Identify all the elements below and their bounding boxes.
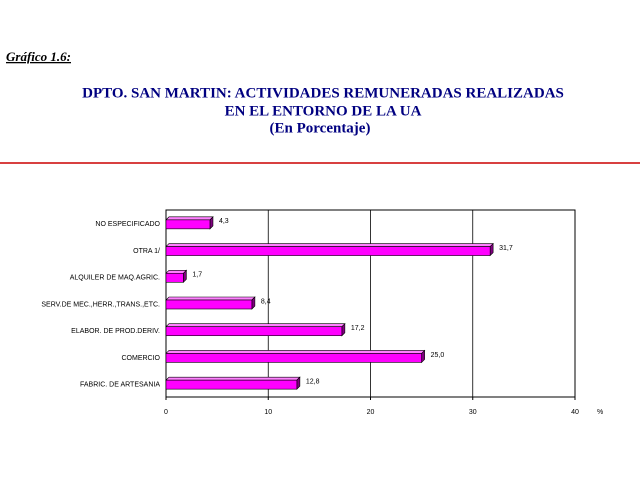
x-tick-label: 10 xyxy=(264,409,272,416)
value-label: 4,3 xyxy=(219,218,229,225)
y-tick-label: ELABOR. DE PROD.DERIV. xyxy=(71,328,160,335)
bar-top xyxy=(165,350,426,354)
bar-top xyxy=(165,323,346,328)
x-tick-label: 20 xyxy=(367,409,375,416)
bar-top xyxy=(165,216,214,221)
bar xyxy=(165,246,491,256)
value-label: 1,7 xyxy=(192,272,202,279)
value-label: 8,4 xyxy=(261,298,271,305)
value-label: 12,8 xyxy=(306,378,320,385)
y-tick-label: NO ESPECIFICADO xyxy=(95,221,160,228)
y-tick-label: FABRIC. DE ARTESANIA xyxy=(80,381,160,388)
y-tick-label: COMERCIO xyxy=(122,355,161,362)
bar xyxy=(165,353,422,363)
x-axis-label: % xyxy=(597,409,603,416)
bar xyxy=(165,299,253,310)
bar xyxy=(165,379,298,390)
x-tick-label: 40 xyxy=(571,409,579,416)
bar-top xyxy=(165,243,494,247)
chart-title: EN EL ENTORNO DE LA UA xyxy=(225,103,422,119)
bar xyxy=(165,219,211,230)
figure-label: Gráfico 1.6: xyxy=(6,49,71,64)
bar xyxy=(165,272,184,283)
value-label: 17,2 xyxy=(351,325,365,332)
bar-top xyxy=(165,296,256,301)
chart-subtitle: (En Porcentaje) xyxy=(270,120,371,136)
x-tick-label: 0 xyxy=(164,409,168,416)
value-label: 31,7 xyxy=(499,245,513,252)
x-tick-label: 30 xyxy=(469,409,477,416)
y-tick-label: ALQUILER DE MAQ.AGRIC. xyxy=(70,275,160,282)
value-label: 25,0 xyxy=(431,352,445,359)
bar xyxy=(165,326,343,337)
bar-top xyxy=(165,269,188,274)
bar-top xyxy=(165,376,301,381)
chart-title: DPTO. SAN MARTIN: ACTIVIDADES REMUNERADA… xyxy=(82,85,564,101)
y-tick-label: SERV.DE MEC.,HERR.,TRANS.,ETC. xyxy=(41,301,160,308)
y-tick-label: OTRA 1/ xyxy=(133,248,160,255)
